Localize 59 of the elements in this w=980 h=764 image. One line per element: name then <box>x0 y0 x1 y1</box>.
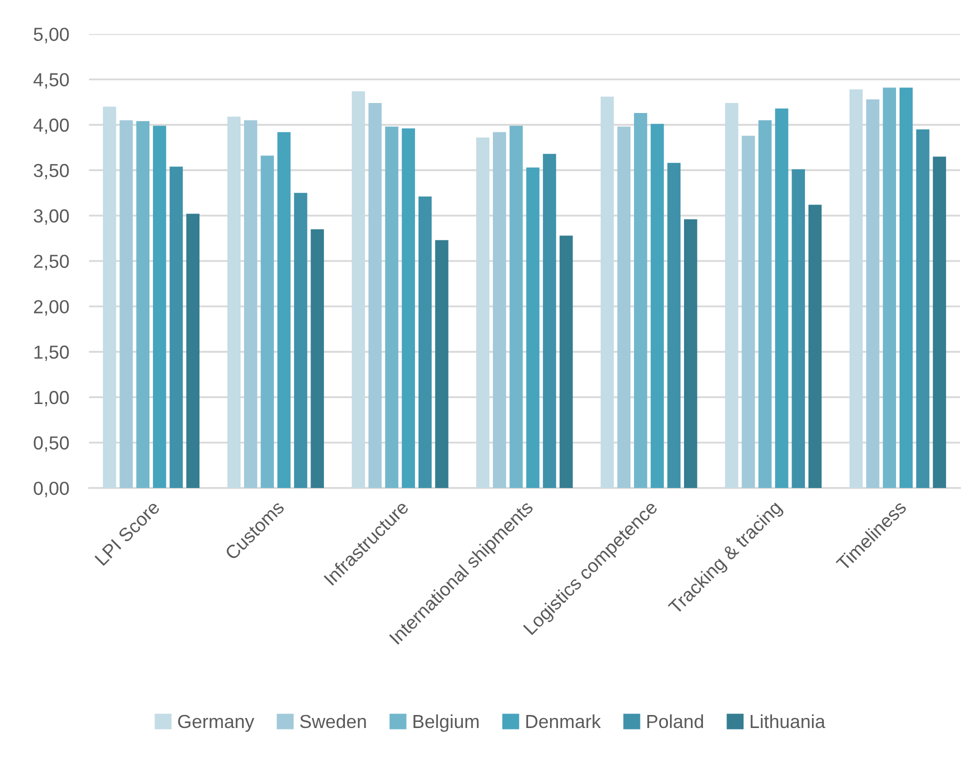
bar <box>294 192 308 488</box>
y-tick-label: 1,00 <box>34 390 69 406</box>
bar <box>476 138 490 488</box>
bar <box>136 121 150 488</box>
bar <box>900 88 913 488</box>
bar <box>402 128 416 488</box>
y-tick-label: 1,50 <box>34 346 69 361</box>
bar <box>385 126 398 488</box>
bar <box>352 91 365 488</box>
bar <box>510 126 523 488</box>
bar <box>227 116 241 488</box>
bar <box>667 162 681 488</box>
y-tick-label: 4,50 <box>33 73 69 89</box>
bar <box>418 196 432 488</box>
bar <box>560 236 573 488</box>
legend-label: Sweden <box>300 714 366 728</box>
bar <box>792 169 805 488</box>
bar <box>120 120 133 488</box>
bar <box>932 156 946 488</box>
bar <box>260 156 274 488</box>
bar <box>277 132 291 488</box>
bar <box>526 167 540 488</box>
bar <box>775 108 788 488</box>
bar <box>186 214 200 488</box>
bar <box>850 89 863 488</box>
bar <box>634 112 648 488</box>
y-tick-label: 2,50 <box>34 254 69 270</box>
bar <box>758 120 772 488</box>
legend-label: Lithuania <box>750 714 826 728</box>
bar <box>152 126 166 488</box>
legend-label: Belgium <box>414 714 479 732</box>
bar <box>684 219 698 488</box>
bar <box>542 154 556 488</box>
bar <box>600 96 614 488</box>
bar <box>102 106 116 488</box>
legend-label: Poland <box>647 714 704 728</box>
bar <box>866 99 880 488</box>
y-tick-label: 3,50 <box>34 164 69 180</box>
legend-label: Denmark <box>526 714 601 728</box>
y-tick-label: 0,00 <box>34 482 69 498</box>
legend-label: Germany <box>178 714 254 732</box>
bar <box>725 103 738 488</box>
bar <box>435 240 448 488</box>
bar <box>742 136 755 488</box>
y-tick-label: 0,50 <box>34 436 69 452</box>
bar <box>310 229 324 488</box>
bar <box>244 120 258 488</box>
y-tick-label: 5,00 <box>34 28 69 44</box>
bar <box>617 126 631 488</box>
y-tick-label: 2,00 <box>34 300 69 316</box>
bar <box>492 132 506 488</box>
bar <box>368 103 382 488</box>
y-tick-label: 3,00 <box>34 209 69 225</box>
bar <box>916 129 930 488</box>
bar <box>650 124 664 488</box>
y-tick-label: 4,00 <box>33 118 69 134</box>
bar <box>882 88 896 488</box>
bar <box>170 166 183 488</box>
bar <box>808 204 822 488</box>
